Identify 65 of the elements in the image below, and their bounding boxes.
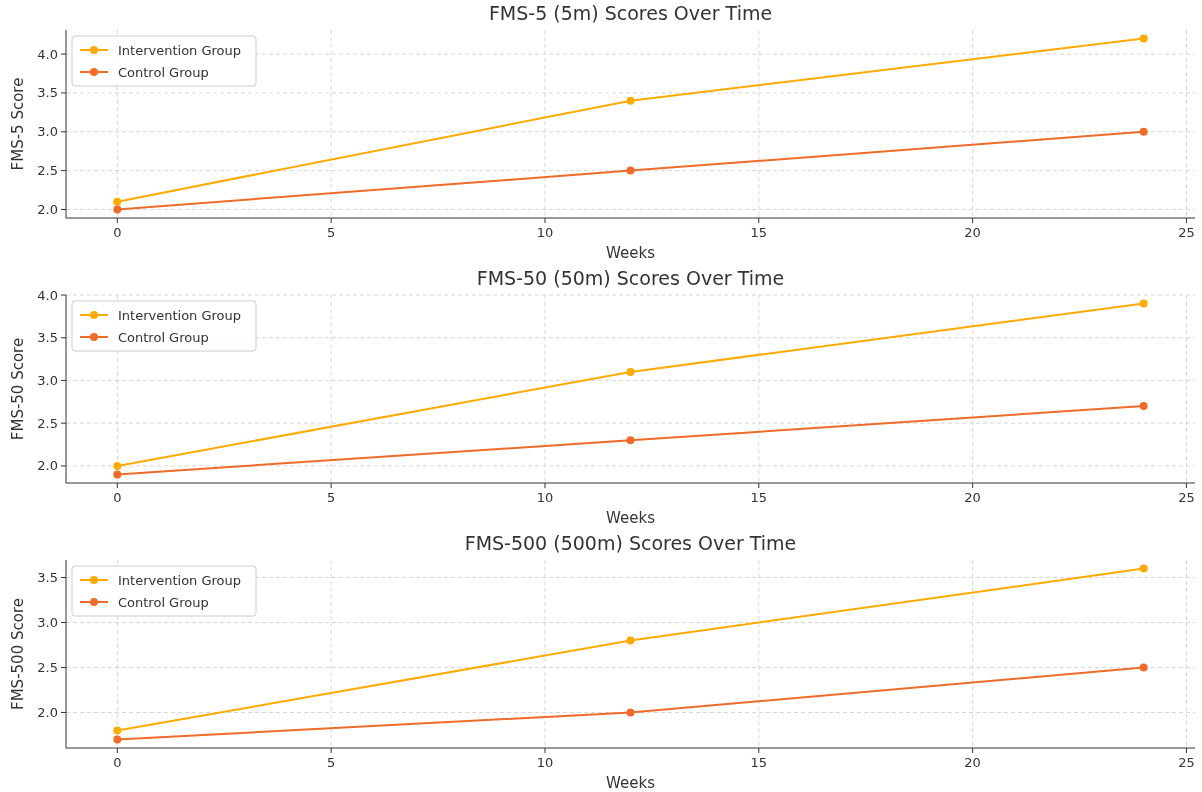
x-tick-label: 20 [964,490,981,505]
x-tick-label: 0 [113,755,122,770]
legend-label: Intervention Group [118,307,242,323]
y-tick-label: 2.5 [37,415,58,431]
x-tick-label: 15 [750,755,768,770]
x-tick-label: 20 [964,225,981,240]
x-tick-label: 20 [964,755,981,770]
y-tick-label: 2.5 [37,163,58,179]
chart-title: FMS-500 (500m) Scores Over Time [464,532,797,554]
point [1139,127,1148,136]
legend-label: Intervention Group [118,42,242,58]
x-tick-label: 5 [327,225,336,240]
point [1139,564,1148,573]
legend-label: Control Group [118,64,209,80]
y-tick-label: 2.0 [37,458,58,474]
y-tick-label: 2.5 [37,659,58,675]
y-tick-label: 3.5 [37,570,58,586]
x-tick-label: 15 [750,225,768,240]
point [113,726,122,735]
point [626,96,635,105]
x-tick-label: 5 [327,755,336,770]
point [113,461,122,470]
y-tick-label: 3.0 [37,615,58,631]
point [626,166,635,175]
y-tick-label: 3.0 [37,124,58,140]
point [626,708,635,717]
x-axis-title: Weeks [606,774,656,792]
point [626,367,635,376]
x-tick-label: 25 [1178,755,1195,770]
y-tick-label: 3.5 [37,330,58,346]
point [113,205,122,214]
y-tick-label: 4.0 [37,287,58,303]
y-tick-label: 3.0 [37,372,58,388]
legend-label: Intervention Group [118,572,242,588]
legend-label: Control Group [118,594,209,610]
point [1139,663,1148,672]
y-axis-title: FMS-50 Score [9,337,27,441]
y-tick-label: 4.0 [37,46,58,62]
x-tick-label: 10 [536,490,554,505]
y-axis-title: FMS-5 Score [9,77,27,171]
point [1139,34,1148,43]
x-tick-label: 10 [536,755,554,770]
y-tick-label: 2.0 [37,704,58,720]
chart-title: FMS-50 (50m) Scores Over Time [476,267,785,289]
point [1139,402,1148,411]
x-tick-label: 0 [113,225,122,240]
x-axis-title: Weeks [606,244,656,262]
x-tick-label: 25 [1178,490,1195,505]
x-axis-title: Weeks [606,509,656,527]
y-tick-label: 3.5 [37,85,58,101]
point [113,470,122,479]
point [626,436,635,445]
y-tick-label: 2.0 [37,201,58,217]
point [113,197,122,206]
x-tick-label: 25 [1178,225,1195,240]
point [626,636,635,645]
point [113,735,122,744]
legend-label: Control Group [118,329,209,345]
x-tick-label: 10 [536,225,554,240]
x-tick-label: 15 [750,490,768,505]
point [1139,299,1148,308]
y-axis-title: FMS-500 Score [9,598,27,710]
x-tick-label: 5 [327,490,336,505]
x-tick-label: 0 [113,490,122,505]
chart-title: FMS-5 (5m) Scores Over Time [488,2,773,24]
